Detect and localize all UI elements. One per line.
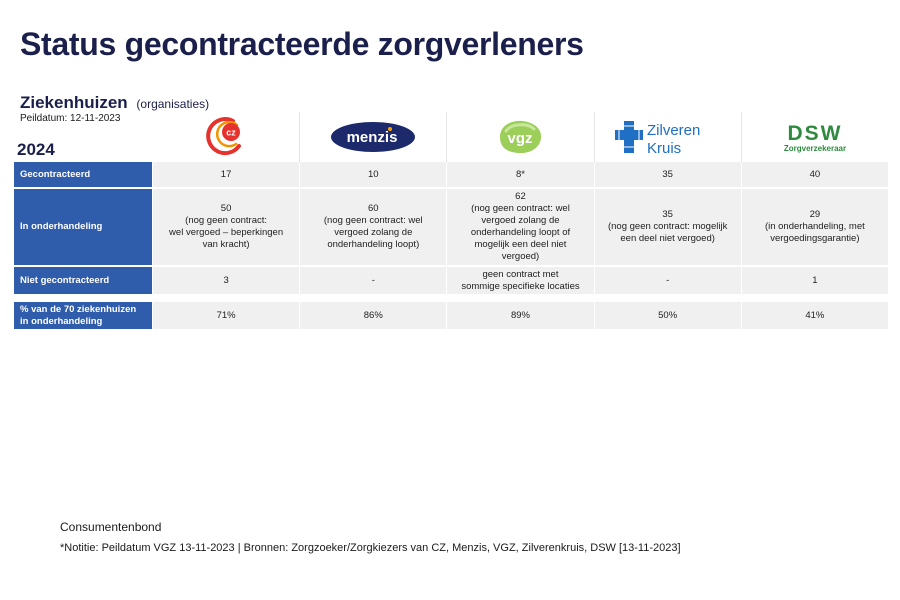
cell-zilveren-kruis-gecontracteerd: 35 — [593, 162, 741, 187]
vgz-logo-text: vgz — [508, 130, 533, 147]
section-title: Ziekenhuizen (organisaties) — [20, 93, 209, 113]
cell-zilveren-kruis-percentage: 50% — [593, 302, 741, 329]
section-title-text: Ziekenhuizen — [20, 93, 128, 112]
vgz-logo: vgz — [500, 120, 542, 154]
table-row: In onderhandeling 50 (nog geen contract:… — [14, 189, 888, 265]
insurer-logos: cz menzis vgz Zilveren Kruis DSW — [152, 112, 888, 162]
cell-dsw-niet-gecontracteerd: 1 — [740, 267, 888, 294]
cell-cz-in-onderhandeling: 50 (nog geen contract: wel vergoed – bep… — [152, 189, 300, 265]
table-row: Niet gecontracteerd 3 - geen contract me… — [14, 267, 888, 294]
reference-date: Peildatum: 12-11-2023 — [20, 113, 121, 124]
footnote: *Notitie: Peildatum VGZ 13-11-2023 | Bro… — [60, 542, 681, 554]
cz-logo: cz — [205, 117, 241, 156]
zilveren-kruis-logo-text-1: Zilveren — [647, 122, 700, 139]
source-organization: Consumentenbond — [60, 520, 162, 534]
cell-dsw-in-onderhandeling: 29 (in onderhandeling, met vergoedingsga… — [740, 189, 888, 265]
cell-dsw-gecontracteerd: 40 — [740, 162, 888, 187]
cell-menzis-gecontracteerd: 10 — [299, 162, 447, 187]
cell-zilveren-kruis-in-onderhandeling: 35 (nog geen contract: mogelijk een deel… — [593, 189, 741, 265]
cell-vgz-percentage: 89% — [446, 302, 594, 329]
cell-dsw-percentage: 41% — [740, 302, 888, 329]
zilveren-kruis-logo-text-2: Kruis — [647, 140, 681, 157]
cell-vgz-in-onderhandeling: 62 (nog geen contract: wel vergoed zolan… — [446, 189, 594, 265]
cz-logo-text: cz — [226, 128, 236, 138]
cell-menzis-niet-gecontracteerd: - — [299, 267, 447, 294]
year-label: 2024 — [17, 140, 55, 159]
status-table: Gecontracteerd 17 10 8* 35 40 In onderha… — [14, 162, 888, 329]
row-gap — [14, 294, 888, 302]
zilveren-kruis-logo: Zilveren Kruis — [614, 121, 700, 157]
logo-cell-dsw: DSW Zorgverzekeraar — [740, 112, 888, 162]
dsw-logo: DSW Zorgverzekeraar — [784, 122, 846, 153]
cell-menzis-percentage: 86% — [299, 302, 447, 329]
row-separator — [14, 265, 888, 267]
logo-cell-vgz: vgz — [446, 112, 593, 162]
cell-cz-gecontracteerd: 17 — [152, 162, 300, 187]
logo-cell-zilveren-kruis: Zilveren Kruis — [593, 112, 741, 162]
logo-cell-menzis: menzis — [299, 112, 446, 162]
dsw-logo-subtext: Zorgverzekeraar — [784, 144, 846, 153]
row-label-gecontracteerd: Gecontracteerd — [14, 162, 152, 187]
cell-cz-percentage: 71% — [152, 302, 300, 329]
cell-zilveren-kruis-niet-gecontracteerd: - — [593, 267, 741, 294]
row-separator — [14, 187, 888, 189]
dsw-logo-text: DSW — [787, 122, 842, 145]
table-row: % van de 70 ziekenhuizen in onderhandeli… — [14, 302, 888, 329]
cell-menzis-in-onderhandeling: 60 (nog geen contract: wel vergoed zolan… — [299, 189, 447, 265]
page-title: Status gecontracteerde zorgverleners — [20, 26, 584, 62]
cell-vgz-niet-gecontracteerd: geen contract met sommige specifieke loc… — [446, 267, 594, 294]
cell-cz-niet-gecontracteerd: 3 — [152, 267, 300, 294]
logo-cell-cz: cz — [152, 112, 299, 162]
row-label-in-onderhandeling: In onderhandeling — [14, 189, 152, 265]
section-title-note: (organisaties) — [136, 97, 210, 111]
row-label-niet-gecontracteerd: Niet gecontracteerd — [14, 267, 152, 294]
menzis-logo: menzis — [331, 122, 416, 152]
row-label-percentage: % van de 70 ziekenhuizen in onderhandeli… — [14, 302, 152, 329]
cell-vgz-gecontracteerd: 8* — [446, 162, 594, 187]
menzis-logo-text: menzis — [347, 129, 398, 146]
table-row: Gecontracteerd 17 10 8* 35 40 — [14, 162, 888, 187]
